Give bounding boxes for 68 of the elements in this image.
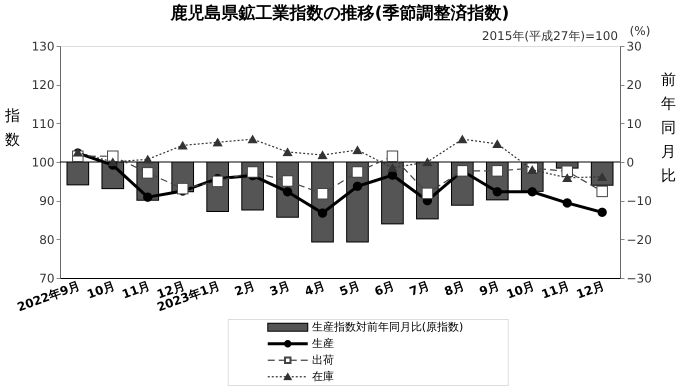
point — [352, 166, 364, 178]
point — [492, 165, 504, 177]
y-tick-label: 90 — [39, 194, 54, 208]
x-tick-label: 2月 — [232, 278, 257, 299]
x-tick-label: 8月 — [442, 278, 466, 299]
y-tick-label: 80 — [39, 232, 54, 247]
point — [178, 141, 188, 150]
point — [143, 155, 152, 164]
y2-tick-label: −10 — [626, 194, 652, 208]
point — [143, 192, 152, 202]
x-tick-label: 12月 — [574, 278, 606, 302]
point — [282, 148, 292, 156]
x-tick-label: 7月 — [408, 278, 432, 299]
point — [561, 166, 573, 178]
legend-label: 在庫 — [312, 370, 334, 383]
point — [316, 188, 328, 200]
y-tick-label: 120 — [32, 78, 54, 92]
y-axis-title: 指数 — [4, 106, 20, 148]
y-tick-label: 100 — [32, 156, 54, 170]
point — [458, 135, 468, 144]
point — [212, 176, 224, 188]
x-tick-label: 9月 — [477, 278, 502, 299]
x-tick-label: 11月 — [540, 278, 572, 302]
point — [388, 164, 398, 172]
point — [318, 208, 328, 218]
y-tick-label: 130 — [32, 40, 54, 54]
chart-title: 鹿児島県鉱工業指数の推移(季節調整済指数) — [170, 4, 510, 24]
point — [108, 158, 118, 166]
point — [528, 166, 537, 174]
y2-tick-label: −30 — [626, 272, 652, 286]
point — [246, 166, 258, 178]
chart-subtitle: 2015年(平成27年)=100 — [482, 29, 618, 43]
point — [142, 167, 154, 179]
point — [282, 175, 294, 187]
y2-tick-label: −20 — [626, 232, 652, 247]
point — [212, 138, 222, 146]
point — [492, 187, 502, 196]
point — [562, 174, 572, 182]
point — [176, 182, 188, 194]
point — [248, 135, 258, 144]
x-tick-label: 5月 — [338, 278, 362, 299]
legend-label: 出荷 — [312, 353, 334, 366]
y-tick-label: 110 — [32, 116, 54, 131]
point — [422, 158, 432, 166]
legend-label: 生産指数対前年同月比(原指数) — [312, 320, 464, 334]
point — [562, 198, 572, 208]
x-tick-label: 4月 — [302, 278, 327, 299]
y2-axis-title: 前年同月比 — [661, 70, 676, 184]
x-tick-label: 11月 — [120, 278, 152, 302]
point — [318, 150, 328, 160]
point — [597, 208, 607, 217]
y2-tick-label: 10 — [626, 116, 642, 131]
x-tick-label: 6月 — [372, 278, 397, 299]
point — [352, 182, 362, 192]
legend-label: 生産 — [312, 336, 334, 350]
point — [282, 187, 292, 196]
x-tick-label: 10月 — [85, 278, 117, 302]
x-tick-label: 3月 — [268, 278, 292, 299]
y2-tick-label: 20 — [626, 78, 642, 92]
y2-tick-label: 30 — [626, 40, 642, 54]
x-tick-label: 10月 — [504, 278, 536, 302]
point — [352, 146, 362, 154]
text: (%) — [630, 24, 650, 38]
point — [422, 188, 434, 200]
point — [492, 140, 502, 148]
y-tick-label: 70 — [39, 272, 54, 286]
point — [528, 187, 537, 196]
y2-tick-label: 0 — [626, 156, 634, 170]
